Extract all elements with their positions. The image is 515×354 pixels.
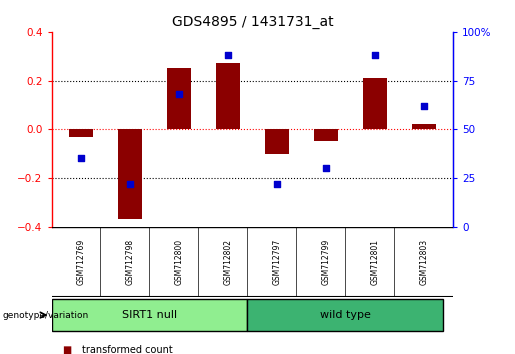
Point [420,103,428,109]
Text: genotype/variation: genotype/variation [3,310,89,320]
Text: GSM712801: GSM712801 [370,239,380,285]
Text: GSM712769: GSM712769 [76,239,85,285]
Bar [68,129,93,137]
Text: GSM712802: GSM712802 [224,239,232,285]
Text: wild type: wild type [320,310,371,320]
Text: GSM712798: GSM712798 [125,239,134,285]
Bar [167,68,191,129]
Text: GSM712803: GSM712803 [419,239,428,285]
Point [77,156,85,161]
Bar [117,129,142,219]
Bar [216,63,240,129]
Bar [314,129,338,141]
Point [224,52,232,58]
Point [371,52,379,58]
FancyBboxPatch shape [52,299,247,331]
Bar [363,78,387,129]
Text: ■: ■ [62,346,71,354]
Text: GSM712797: GSM712797 [272,239,281,285]
Point [273,181,281,187]
Bar [411,124,436,129]
Text: transformed count: transformed count [82,346,173,354]
Text: SIRT1 null: SIRT1 null [122,310,177,320]
Bar [265,129,289,154]
FancyBboxPatch shape [247,299,443,331]
Text: GSM712799: GSM712799 [321,239,330,285]
Point [175,91,183,97]
Title: GDS4895 / 1431731_at: GDS4895 / 1431731_at [171,16,333,29]
Point [322,165,330,171]
Text: GSM712800: GSM712800 [175,239,183,285]
Point [126,181,134,187]
